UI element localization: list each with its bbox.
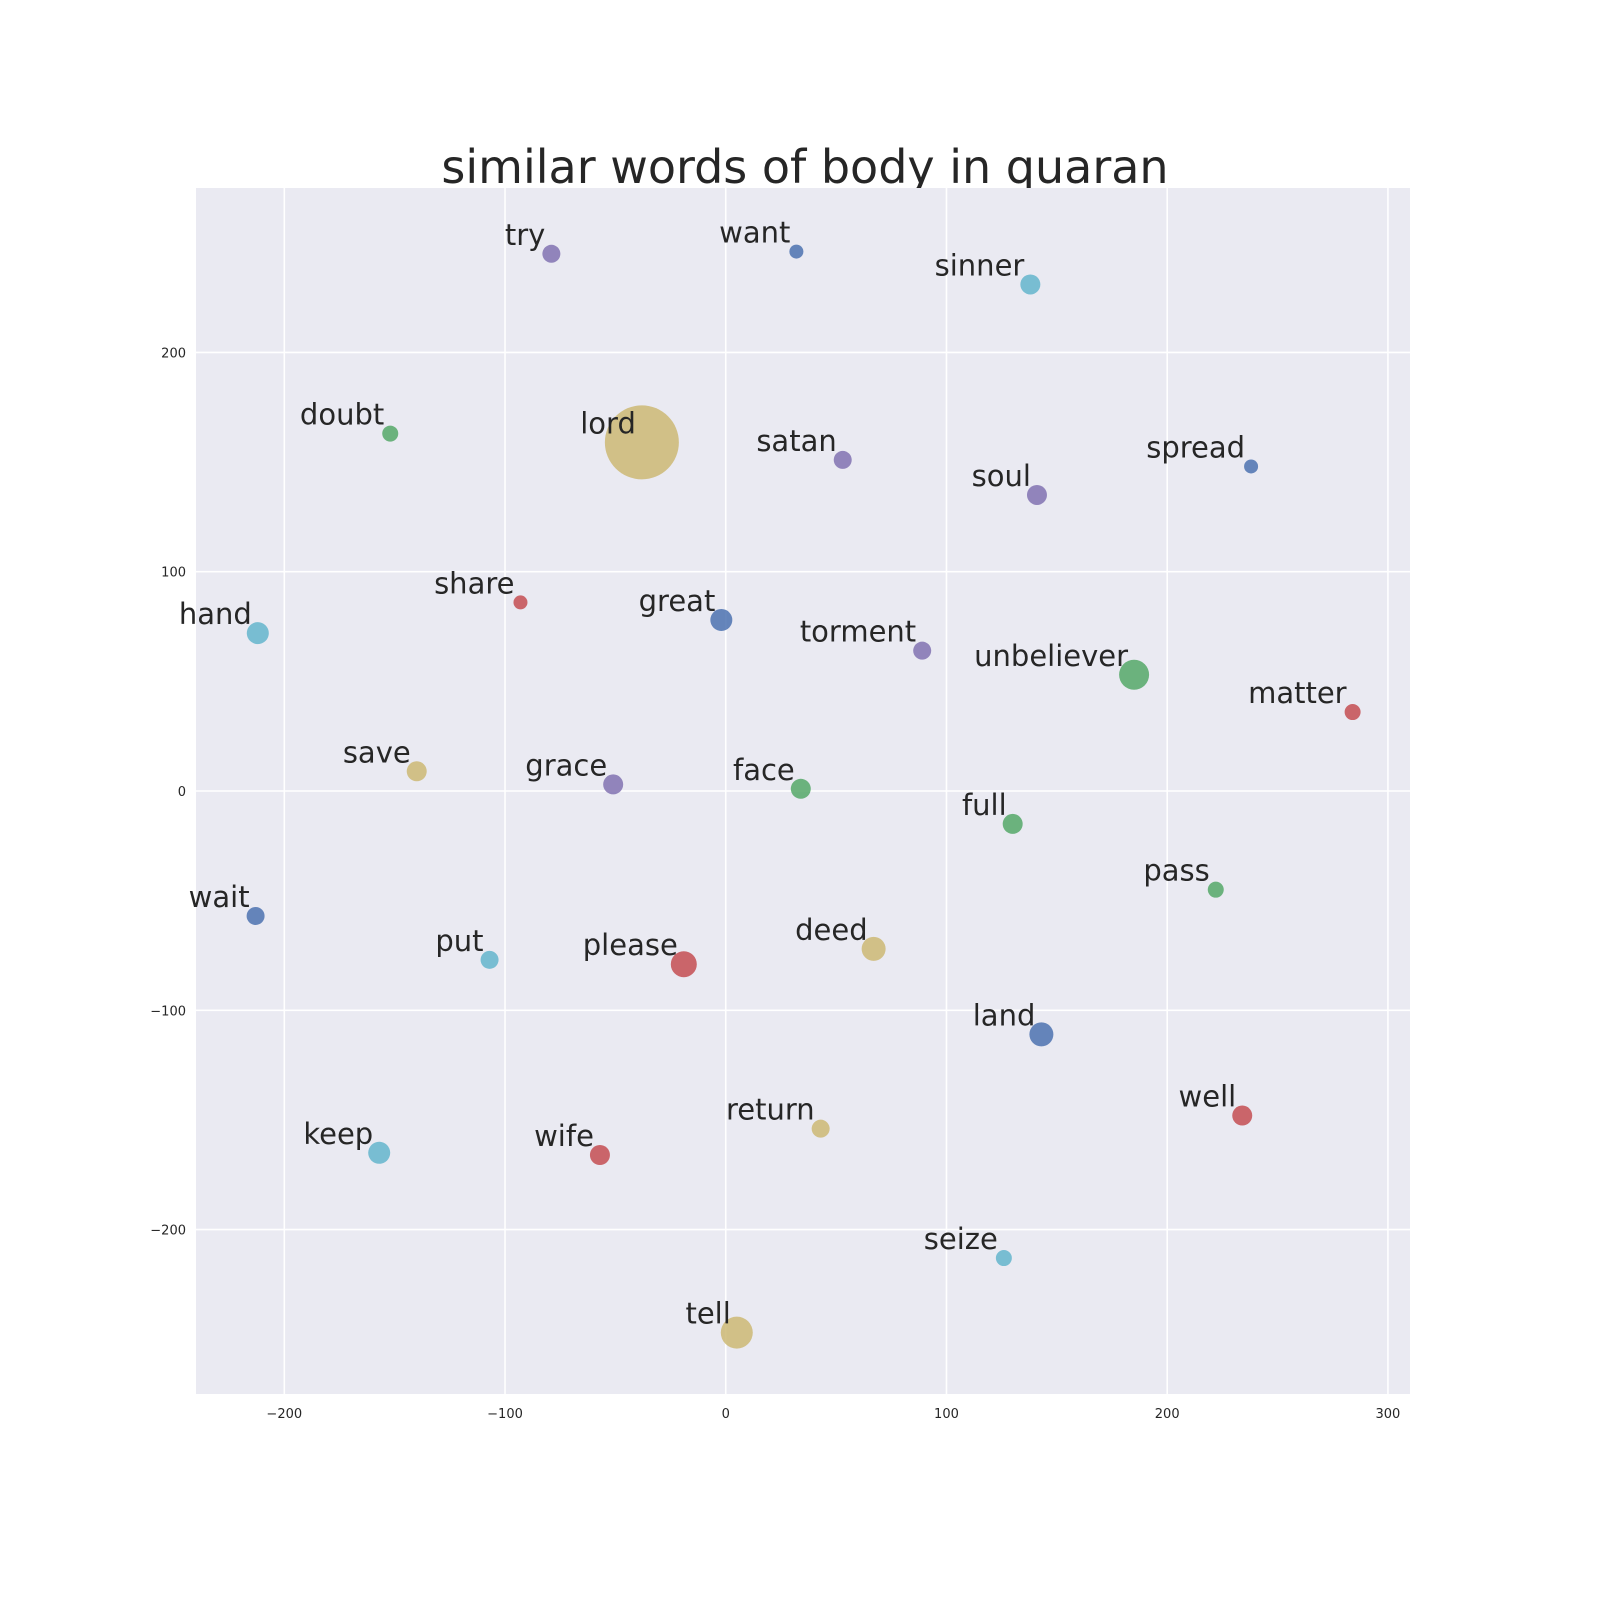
data-point-keep <box>368 1141 391 1164</box>
data-point-try <box>542 244 561 263</box>
point-label-satan: satan <box>756 424 836 458</box>
data-point-hand <box>246 622 269 645</box>
point-label-lord: lord <box>580 406 636 440</box>
y-tick-label: 0 <box>178 785 186 800</box>
data-point-spread <box>1244 459 1259 474</box>
point-label-spread: spread <box>1146 430 1245 464</box>
point-label-put: put <box>435 924 483 958</box>
point-label-wait: wait <box>189 880 250 914</box>
data-point-wait <box>246 906 265 925</box>
data-point-great <box>710 608 733 631</box>
data-point-save <box>406 761 427 782</box>
point-label-grace: grace <box>525 748 607 782</box>
data-point-please <box>670 951 697 978</box>
point-label-tell: tell <box>685 1297 730 1331</box>
point-label-land: land <box>973 998 1036 1032</box>
data-point-tell <box>720 1316 753 1349</box>
x-tick-label: −200 <box>266 1407 302 1422</box>
data-point-matter <box>1344 704 1361 721</box>
point-label-full: full <box>962 788 1007 822</box>
data-point-satan <box>833 450 852 469</box>
point-label-keep: keep <box>303 1117 373 1151</box>
data-point-lord <box>604 405 679 480</box>
point-label-matter: matter <box>1248 676 1347 710</box>
point-label-unbeliever: unbeliever <box>974 639 1128 673</box>
point-label-try: try <box>505 218 545 252</box>
x-tick-label: 0 <box>722 1407 730 1422</box>
y-tick-label: 100 <box>161 566 186 581</box>
data-point-grace <box>603 774 624 795</box>
point-label-torment: torment <box>800 615 916 649</box>
data-point-pass <box>1207 881 1224 898</box>
data-point-return <box>811 1119 830 1138</box>
data-point-soul <box>1026 484 1047 505</box>
x-tick-label: 300 <box>1376 1407 1401 1422</box>
y-tick-label: 200 <box>161 346 186 361</box>
data-point-torment <box>913 641 932 660</box>
x-tick-label: −100 <box>487 1407 523 1422</box>
chart-title: similar words of body in quaran <box>441 140 1168 194</box>
data-point-put <box>480 950 499 969</box>
data-point-want <box>789 244 804 259</box>
data-point-deed <box>861 936 886 961</box>
data-point-full <box>1002 813 1023 834</box>
grid-lines <box>196 188 1410 1394</box>
data-point-share <box>513 595 528 610</box>
point-label-pass: pass <box>1143 854 1209 888</box>
point-label-well: well <box>1179 1080 1237 1114</box>
y-tick-label: −100 <box>150 1004 186 1019</box>
point-labels: try want sinner doubt lord satan spread soul sha… <box>179 216 1347 1331</box>
data-point-seize <box>995 1250 1012 1267</box>
data-point-land <box>1029 1022 1054 1047</box>
point-label-deed: deed <box>795 913 868 947</box>
point-label-doubt: doubt <box>300 398 384 432</box>
data-point-wife <box>589 1144 610 1165</box>
point-label-sinner: sinner <box>935 248 1025 282</box>
data-points <box>246 244 1361 1349</box>
point-label-save: save <box>343 735 411 769</box>
point-label-seize: seize <box>924 1222 998 1256</box>
data-point-face <box>790 778 811 799</box>
data-point-unbeliever <box>1119 659 1150 690</box>
data-point-doubt <box>382 425 399 442</box>
y-tick-label: −200 <box>150 1224 186 1239</box>
data-point-well <box>1232 1105 1253 1126</box>
x-axis-ticks: −200 −100 0 100 200 300 <box>266 1407 1400 1422</box>
x-tick-label: 100 <box>934 1407 959 1422</box>
point-label-great: great <box>639 584 716 618</box>
point-label-wife: wife <box>534 1119 594 1153</box>
point-label-please: please <box>583 928 678 962</box>
point-label-return: return <box>726 1093 815 1127</box>
y-axis-ticks: −200 −100 0 100 200 <box>150 346 186 1238</box>
data-point-sinner <box>1020 274 1041 295</box>
point-label-want: want <box>719 216 790 250</box>
point-label-hand: hand <box>179 597 252 631</box>
point-label-share: share <box>434 566 514 600</box>
x-tick-label: 200 <box>1155 1407 1180 1422</box>
point-label-face: face <box>733 753 795 787</box>
point-label-soul: soul <box>972 459 1031 493</box>
